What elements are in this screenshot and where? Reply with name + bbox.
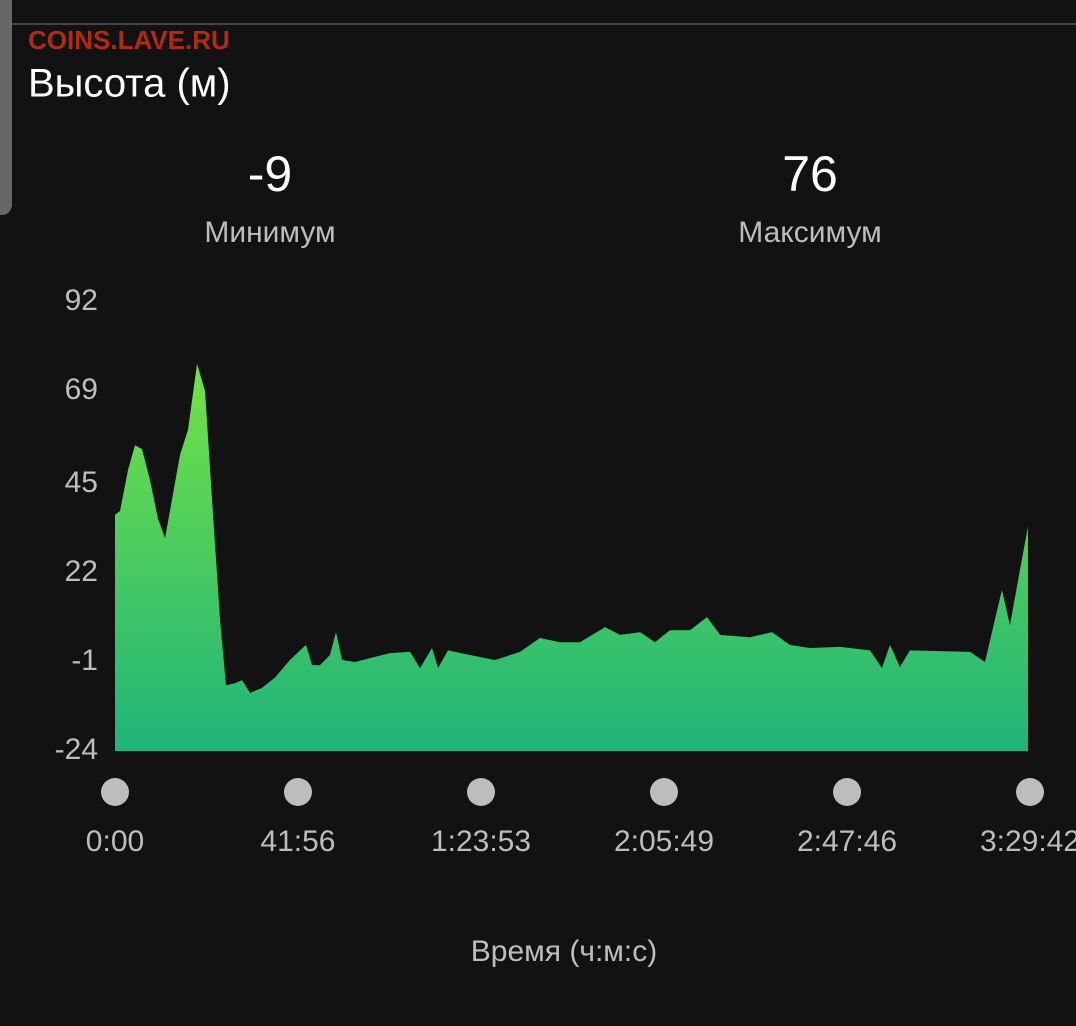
x-tick-label: 3:29:42	[980, 825, 1076, 858]
max-value: 76	[782, 146, 838, 202]
x-tick-label: 2:47:46	[797, 825, 897, 858]
max-label: Максимум	[738, 216, 881, 249]
elevation-area	[115, 363, 1028, 751]
x-tick-label: 41:56	[260, 825, 335, 858]
min-label: Минимум	[204, 216, 335, 249]
y-tick-label: -24	[55, 733, 98, 766]
y-tick-label: 22	[65, 555, 98, 588]
x-tick-label: 0:00	[86, 825, 144, 858]
x-tick-dot	[649, 778, 678, 806]
x-tick-dot	[101, 778, 129, 806]
y-tick-label: 69	[65, 373, 98, 406]
y-tick-label: 45	[65, 466, 98, 499]
x-tick-label: 1:23:53	[431, 825, 531, 858]
x-tick-dot	[1016, 778, 1044, 806]
side-panel-edge	[0, 0, 12, 215]
y-tick-label: 92	[65, 284, 98, 317]
chart-title: Высота (м)	[28, 62, 231, 106]
x-tick-dot	[467, 778, 496, 806]
x-tick-dot	[833, 778, 862, 806]
x-tick-dot	[283, 778, 312, 806]
x-tick-label: 2:05:49	[614, 825, 714, 858]
y-tick-label: -1	[71, 644, 98, 677]
x-axis-label: Время (ч:м:с)	[471, 935, 658, 968]
watermark: COINS.LAVE.RU	[28, 25, 230, 55]
min-value: -9	[248, 146, 292, 202]
